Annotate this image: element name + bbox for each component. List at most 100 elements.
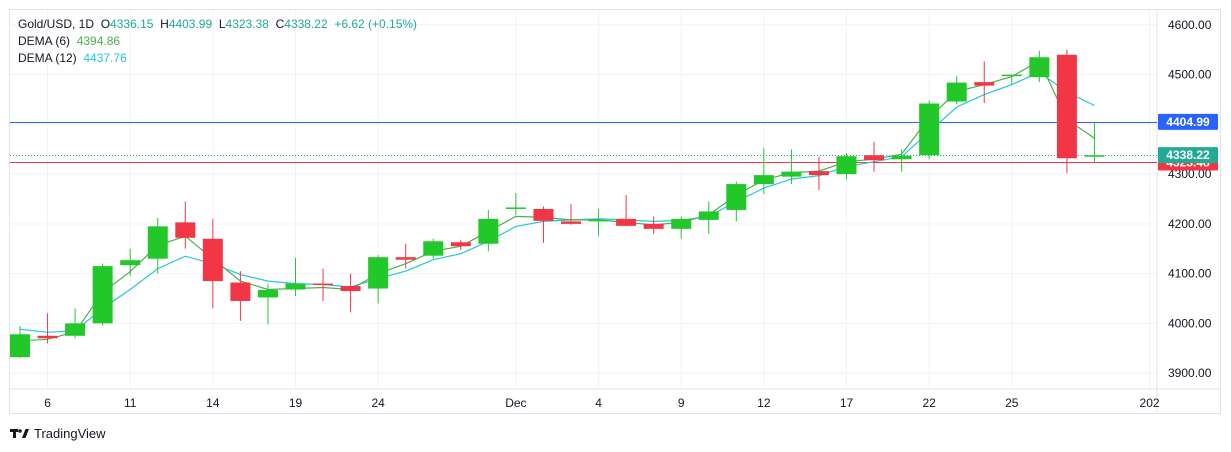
candle-body	[37, 335, 58, 339]
candle	[37, 313, 58, 344]
candle-body	[808, 171, 829, 176]
candle	[65, 308, 86, 339]
candle	[864, 141, 885, 172]
candle-body	[423, 241, 444, 256]
indicator-label: DEMA (6)	[18, 34, 71, 48]
time-tick-label: 22	[922, 396, 936, 410]
candle-body	[1029, 57, 1050, 78]
candle-body	[10, 334, 30, 358]
candle-body	[561, 221, 581, 224]
price-tick-label: 4500.00	[1168, 68, 1212, 82]
candle	[781, 149, 802, 185]
time-tick-label: 9	[678, 396, 685, 410]
candle-body	[1056, 54, 1077, 159]
candle-body	[230, 282, 251, 301]
candle	[505, 193, 526, 215]
candle-body	[864, 155, 885, 161]
time-tick-label: 25	[1005, 396, 1019, 410]
indicator-row-dema12[interactable]: DEMA (12) 4437.76	[18, 50, 417, 67]
dema12-line	[19, 71, 1095, 333]
change-value: +6.62 (+0.15%)	[334, 17, 418, 31]
candle	[450, 239, 471, 251]
candle-body	[505, 207, 526, 209]
high-label: H	[160, 17, 169, 31]
candle	[561, 203, 581, 225]
time-tick-label: 202	[1140, 396, 1160, 410]
price-tick-label: 4600.00	[1168, 18, 1212, 32]
candle	[588, 208, 609, 237]
symbol-label: Gold/USD, 1D	[18, 17, 95, 31]
price-label-box	[1158, 147, 1218, 164]
candle	[10, 325, 30, 359]
candle-body	[1084, 155, 1105, 157]
candle	[1001, 74, 1022, 85]
time-tick-label: 4	[595, 396, 602, 410]
time-tick-label: Dec	[505, 396, 526, 410]
price-line-label: 4338.22	[1158, 147, 1218, 164]
time-tick-label: 12	[757, 396, 771, 410]
candle	[285, 257, 306, 296]
candle	[808, 156, 829, 191]
close-label: C	[275, 17, 285, 31]
candle-body	[478, 218, 499, 244]
candle	[257, 283, 278, 325]
low-label: L	[218, 17, 226, 31]
price-tick-label: 4200.00	[1168, 217, 1212, 231]
candle-body	[753, 175, 774, 185]
candle-body	[698, 211, 719, 220]
price-tick-label: 4000.00	[1168, 316, 1212, 330]
time-axis: 6 11 14 19 24 Dec 4 9 12 17 22 25 202	[44, 396, 1160, 410]
candle-body	[588, 219, 609, 222]
low-value: 4323.38	[225, 17, 269, 31]
open-value: 4336.15	[110, 17, 154, 31]
time-tick-label: 6	[44, 396, 51, 410]
candle	[891, 149, 912, 172]
indicator-label: DEMA (12)	[18, 51, 77, 65]
candle-body	[891, 155, 912, 160]
plot-area	[10, 49, 1157, 359]
candle-body	[726, 184, 747, 210]
candle	[1029, 50, 1050, 83]
ohlc-row: Gold/USD, 1D O4336.15 H4403.99 L4323.38 …	[18, 16, 417, 33]
indicator-value: 4394.86	[76, 34, 121, 48]
candle	[1084, 122, 1105, 163]
candle	[120, 248, 141, 277]
logo-text: TradingView	[34, 426, 106, 441]
candle-body	[313, 283, 334, 286]
candle	[836, 153, 857, 180]
candle-body	[974, 82, 995, 86]
candle	[919, 100, 940, 160]
candle-body	[643, 223, 664, 229]
candle	[533, 206, 554, 243]
time-tick-label: 14	[206, 396, 220, 410]
price-label-box	[1158, 113, 1218, 130]
candle-body	[395, 257, 416, 260]
candle	[202, 218, 223, 309]
candle	[616, 195, 637, 227]
tradingview-icon	[10, 429, 29, 438]
dema6-line	[19, 59, 1095, 342]
candle-body	[781, 171, 802, 177]
candle-body	[368, 257, 389, 289]
price-label-text: 4338.22	[1166, 148, 1210, 162]
tradingview-logo[interactable]: TradingView	[10, 426, 106, 441]
candle-body	[147, 226, 168, 259]
candle-body	[120, 260, 141, 266]
candle-body	[533, 208, 554, 221]
candle-body	[919, 103, 940, 156]
close-value: 4338.22	[284, 17, 328, 31]
time-tick-label: 11	[124, 396, 137, 410]
candle	[175, 201, 196, 249]
candle	[974, 61, 995, 104]
candle	[423, 238, 444, 259]
indicator-row-dema6[interactable]: DEMA (6) 4394.86	[18, 33, 417, 50]
candle-body	[340, 286, 361, 292]
candle-body	[257, 290, 278, 298]
candle-body	[202, 238, 223, 282]
candle	[946, 76, 967, 105]
candle	[478, 209, 499, 252]
high-value: 4403.99	[168, 17, 213, 31]
candle	[726, 181, 747, 222]
candle	[753, 148, 774, 195]
